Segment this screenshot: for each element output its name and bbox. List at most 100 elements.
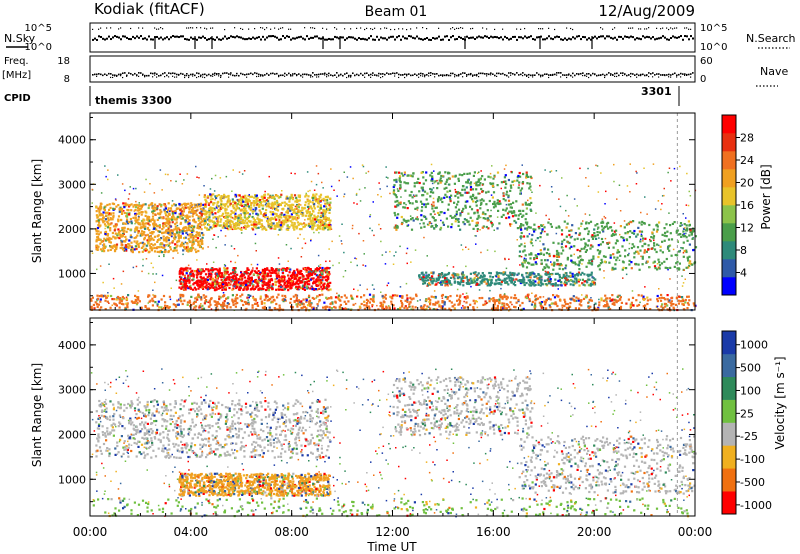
nsky-point (92, 38, 94, 41)
freq-point (406, 73, 408, 76)
scatter-point (246, 224, 249, 227)
scatter-point (264, 214, 267, 217)
scatter-point (533, 305, 536, 308)
scatter-point (350, 295, 353, 299)
scatter-point (503, 295, 506, 299)
scatter-point (151, 231, 154, 234)
nsky-point (126, 36, 128, 39)
scatter-point (105, 296, 108, 299)
scatter-point (525, 295, 528, 298)
nsky-point (244, 38, 246, 41)
scatter-point (175, 249, 178, 252)
scatter-point (403, 202, 406, 205)
scatter-point (501, 308, 504, 311)
scatter-point (383, 296, 386, 299)
scatter-point (317, 227, 320, 230)
nsky-point (256, 36, 258, 39)
scatter-point (223, 266, 226, 269)
scatter-point (294, 225, 297, 228)
scatter-point (492, 177, 495, 180)
scatter-point (400, 295, 403, 298)
scatter-point (189, 305, 192, 308)
scatter-point (234, 267, 237, 270)
scatter-point (281, 272, 285, 275)
scatter-point (319, 204, 322, 207)
scatter-point (317, 275, 320, 279)
freq-point (248, 73, 250, 75)
scatter-point (148, 237, 151, 240)
scatter-point (124, 240, 127, 243)
scatter-point (222, 275, 225, 279)
scatter-point (431, 207, 434, 210)
scatter-point (464, 204, 467, 207)
scatter-point (100, 218, 103, 221)
scatter-point (215, 288, 218, 291)
nsearch-point (394, 28, 396, 31)
scatter-point (469, 205, 472, 208)
scatter-point (119, 230, 122, 233)
scatter-point (441, 300, 444, 303)
scatter-point (486, 209, 489, 212)
nsearch-point (502, 28, 504, 30)
scatter-point (136, 221, 140, 224)
scatter-point (197, 217, 200, 220)
scatter-point (184, 226, 187, 229)
freq-point (546, 73, 548, 76)
scatter-point (280, 221, 283, 224)
scatter-point (429, 221, 432, 224)
freq-point (436, 73, 438, 75)
scatter-point (519, 304, 522, 307)
scatter-point (522, 224, 525, 227)
scatter-point (183, 274, 186, 277)
scatter-point (238, 216, 242, 219)
scatter-point (101, 240, 105, 243)
scatter-point (120, 212, 124, 215)
nsearch-point (158, 28, 160, 30)
nave-point (168, 76, 170, 78)
nsky-point (168, 38, 170, 41)
scatter-point (157, 212, 160, 215)
scatter-point (381, 303, 384, 306)
freq-point (632, 73, 634, 75)
scatter-point (382, 307, 385, 311)
scatter-point (210, 219, 213, 222)
scatter-point (164, 250, 167, 253)
nsearch-point (482, 27, 484, 29)
scatter-point (325, 275, 328, 278)
scatter-point (225, 214, 228, 217)
scatter-point (449, 295, 452, 298)
scatter-point (524, 218, 527, 221)
scatter-point (185, 242, 188, 245)
nsky-point (146, 38, 148, 41)
freq-point (142, 73, 144, 76)
scatter-point (226, 267, 229, 270)
scatter-point (522, 214, 525, 217)
scatter-point (264, 227, 267, 230)
scatter-point (476, 224, 479, 227)
nsky-point (110, 38, 112, 41)
scatter-point (318, 281, 321, 284)
scatter-point (235, 227, 238, 230)
scatter-point (124, 204, 127, 207)
scatter-point (319, 225, 322, 228)
scatter-point (216, 205, 220, 208)
scatter-point (640, 294, 643, 297)
freq-point (212, 73, 214, 76)
nsky-point (402, 35, 404, 38)
freq-point (400, 74, 402, 76)
scatter-point (211, 282, 214, 285)
scatter-point (406, 307, 409, 310)
freq-point (650, 73, 652, 75)
scatter-point (278, 276, 281, 279)
scatter-point (203, 195, 206, 198)
scatter-point (325, 269, 328, 272)
scatter-point (418, 190, 421, 193)
scatter-point (315, 198, 318, 201)
scatter-point (368, 293, 372, 296)
scatter-point (174, 236, 177, 239)
scatter-point (381, 295, 384, 298)
scatter-point (202, 282, 205, 285)
scatter-point (198, 296, 201, 299)
scatter-point (266, 216, 269, 219)
scatter-point (311, 288, 314, 291)
